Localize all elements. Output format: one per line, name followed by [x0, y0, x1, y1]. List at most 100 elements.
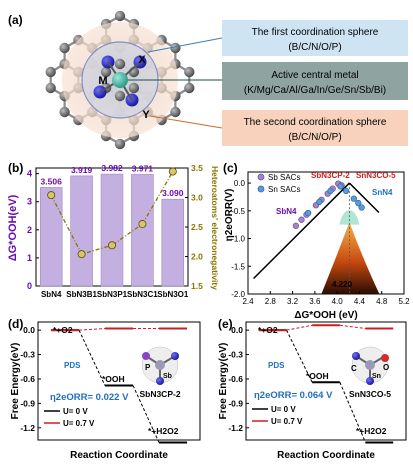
bars: 3.506 3.919 3.982 3.971 3.090 [39, 163, 185, 287]
sn-point [305, 209, 312, 217]
legend-marker-sb [257, 173, 265, 181]
metal-line2: (K/Mg/Ca/Al/Ga/In/Ge/Sn/Sb/Bi) [244, 85, 386, 96]
sb-point [298, 216, 305, 223]
carbon-atom [128, 82, 140, 94]
carbon-atom [114, 58, 126, 70]
carbon-atom [45, 82, 56, 94]
sn-point [327, 187, 334, 195]
volcano-distribution [321, 183, 380, 294]
legend-sn: Sn SACs [268, 185, 300, 194]
c-xtick-label: 2.8 [265, 297, 277, 306]
bar [131, 174, 154, 287]
bar-value-label: 3.982 [101, 163, 123, 173]
c-xtick-label: 4.0 [332, 297, 344, 306]
bar [161, 198, 185, 287]
e-structure-label: SnN3CO-5 [349, 389, 391, 399]
atom-m-label: M [98, 75, 107, 87]
bar [100, 173, 124, 287]
e-ytick-label: -0.9 [228, 398, 243, 408]
carbon-atom [59, 106, 70, 118]
d-eta: η2eORR= 0.022 V [50, 392, 129, 403]
legend-marker-sn [257, 185, 265, 193]
b-category-label: SbN3C1 [127, 290, 158, 299]
electronegativity-point [47, 191, 56, 200]
e-pds: PDS [268, 361, 285, 370]
e-ytick-label: -0.3 [228, 350, 243, 360]
data-points [292, 180, 365, 229]
c-ytick-label: -0.5 [231, 207, 245, 216]
second-sphere-box [222, 110, 408, 146]
annot-sbn4: SbN4 [276, 207, 297, 216]
second-sphere-line2: (B/C/N/O/P) [288, 132, 341, 143]
d-state-o2: *+O2 [53, 325, 73, 335]
d-connector [78, 329, 106, 386]
c-ytick-label: -1.5 [231, 262, 245, 271]
electronegativity-point [77, 250, 86, 259]
right-volcano-line [348, 182, 380, 214]
e-connector [286, 324, 313, 331]
e-state-o2: *+O2 [258, 325, 278, 335]
d-state-h2o2: *+H2O2 [148, 426, 179, 436]
b-y2tick-label: 3.5 [191, 163, 203, 173]
carbon-atom [184, 82, 195, 94]
c-xtick-label: 4.8 [376, 297, 388, 306]
sn-point [316, 198, 323, 206]
sb-point [292, 222, 300, 229]
volcano-lines [253, 182, 380, 280]
plot-frame [245, 321, 407, 441]
electronegativity-point [168, 167, 177, 176]
e-eta: η2eORR= 0.064 V [254, 390, 333, 401]
metal-line1: Active central metal [271, 70, 358, 81]
d-legend-07: U= 0.7 V [63, 419, 95, 428]
graphene-lattice-center [100, 58, 140, 102]
plot-frame [37, 321, 201, 441]
bar [70, 175, 93, 287]
first-sphere-line2: (B/C/N/O/P) [288, 42, 341, 53]
carbon-atom [59, 42, 70, 54]
carbon-atom [45, 66, 56, 78]
energy-profiles [258, 324, 394, 444]
carbon-atom [184, 66, 195, 78]
first-sphere-line1: The first coordination sphere [252, 27, 379, 38]
panel-a: (a) X M Y The first coordination sphere … [8, 10, 408, 150]
left-volcano-line [253, 182, 350, 280]
c-ytick-label: 0.0 [234, 179, 246, 188]
metal-atom [112, 72, 128, 88]
pointer-line [147, 37, 223, 53]
atom-y-label: Y [142, 109, 150, 121]
energy-profiles [50, 327, 188, 444]
panel-c-tag: (c) [223, 161, 238, 175]
annot-snn4: SnN4 [372, 188, 393, 197]
panel-e-tag: (e) [218, 317, 233, 331]
e-ytick-label: -0.6 [228, 374, 243, 384]
axes: 0.0 -0.3 -0.6 -0.9 -1.2 [20, 325, 41, 433]
b-y2tick-label: 3.0 [191, 193, 203, 203]
b-ytick-label: 3 [27, 197, 32, 207]
b-ytick-label: 1 [27, 253, 32, 263]
carbon-atom [170, 106, 181, 118]
b-ytick-label: 4 [27, 169, 32, 179]
e-state-h2o2: *+H2O2 [356, 426, 387, 436]
bar [39, 187, 63, 287]
carbon-atom [170, 42, 181, 54]
panel-b: (b) 0 1 2 3 4 1.5 2.0 2.5 3.0 3.5 SbN4 SbN3B1 SbN3P1… [7, 161, 220, 299]
b-left-axis-label: ΔG*OOH(eV) [7, 194, 19, 261]
carbon-atom [114, 138, 126, 150]
d-ytick-label: -1.2 [20, 423, 35, 433]
atom-x-label: X [138, 54, 146, 66]
d-y-axis-label: Free Energy(eV) [10, 343, 21, 420]
bar-value-label: 3.919 [71, 165, 93, 175]
e-y-axis-label: Free Energy(eV) [218, 343, 229, 420]
annot-snn3co5: SnN3CO-5 [356, 171, 396, 180]
carbon-atom [100, 66, 112, 78]
d-connector [79, 328, 105, 331]
panel-e: (e) 0.0 -0.3 -0.6 -0.9 -1.2 *+O2 *OOH *+H2O2… [218, 317, 407, 461]
c-ytick-label: -2.0 [231, 290, 245, 299]
sn-point [358, 204, 365, 211]
b-category-label: SbN3P1 [97, 290, 128, 299]
electronegativity-line [47, 167, 177, 259]
volcano-shape [321, 221, 380, 294]
sn-point [350, 195, 358, 202]
c-xtick-label: 2.4 [242, 297, 254, 306]
